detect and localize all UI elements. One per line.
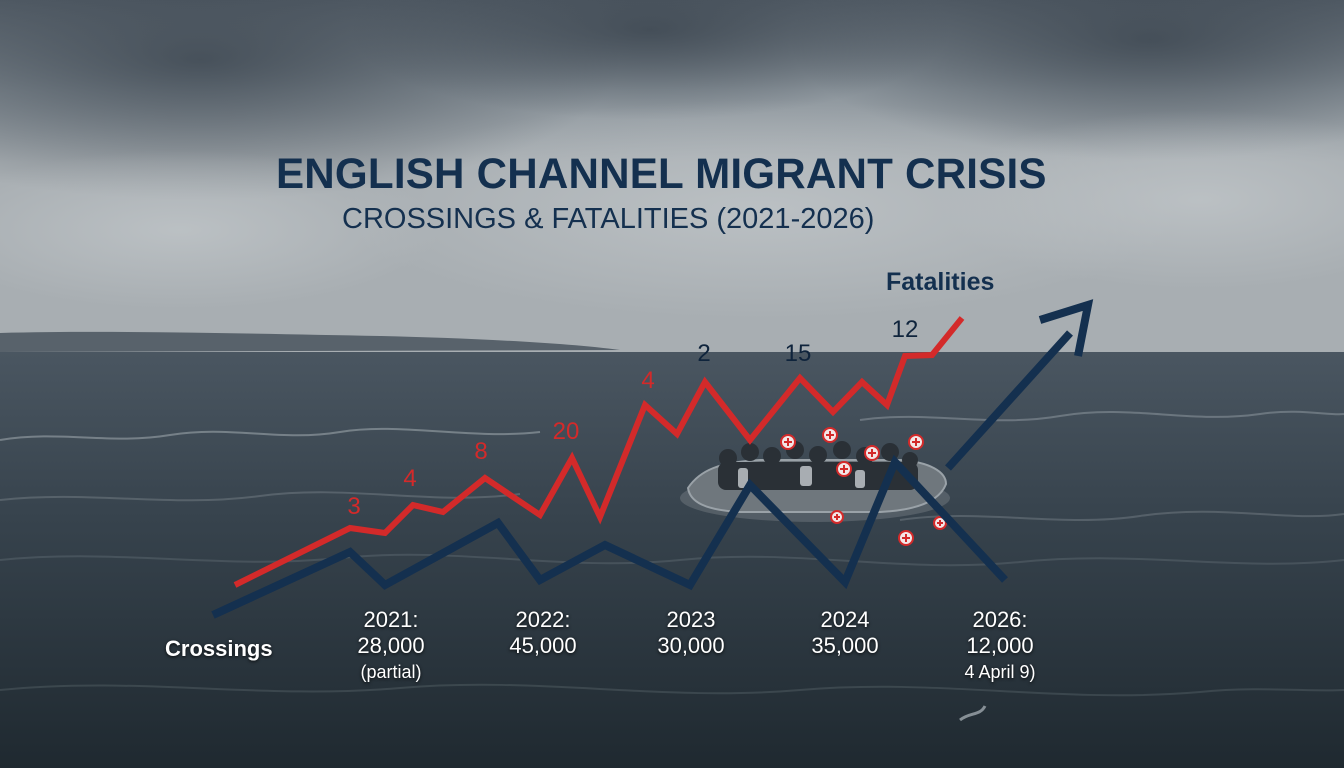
year-label-2021: 2021: 28,000 (partial)	[350, 607, 432, 685]
year-label-year: 2024	[820, 607, 870, 632]
sea-background	[0, 352, 1344, 768]
fatality-data-label: 4	[403, 465, 417, 492]
crossings-series-label: Crossings	[165, 636, 273, 661]
fatality-data-label: 15	[784, 340, 812, 367]
year-label-2022: 2022: 45,000	[502, 607, 584, 659]
year-label-value: 45,000	[509, 633, 577, 658]
year-label-year: 2021:	[363, 607, 419, 632]
year-label-value: 35,000	[811, 633, 879, 658]
year-label-year: 2026:	[972, 607, 1028, 632]
year-label-2026: 2026: 12,000 4 April 9)	[950, 607, 1050, 685]
fatality-data-label: 4	[641, 367, 655, 394]
fatalities-series-label: Fatalities	[886, 268, 995, 296]
warning-markers	[780, 427, 947, 546]
crossings-arrow-head	[1038, 299, 1094, 357]
fatality-data-label: 3	[347, 493, 361, 520]
year-label-value: 30,000	[657, 633, 725, 658]
year-label-2024: 2024 35,000	[804, 607, 886, 659]
year-label-year: 2022:	[515, 607, 571, 632]
year-label-note: 4 April 9)	[964, 662, 1036, 682]
fatality-data-label: 2	[697, 340, 711, 367]
distant-coastline	[0, 331, 620, 352]
sky-background	[0, 0, 1344, 360]
crossings-trend-arrow	[945, 330, 1073, 471]
fatalities-series	[233, 316, 965, 588]
year-label-note: (partial)	[360, 662, 422, 682]
year-label-year: 2023	[666, 607, 716, 632]
chart-title: ENGLISH CHANNEL MIGRANT CRISIS	[276, 150, 1047, 198]
crossings-series	[211, 299, 1094, 619]
crossings-line	[211, 454, 1008, 619]
fatality-data-label: 12	[891, 316, 919, 343]
fatality-data-label: 8	[474, 438, 488, 465]
chart-subtitle: CROSSINGS & FATALITIES (2021-2026)	[342, 203, 875, 235]
year-label-2023: 2023 30,000	[650, 607, 732, 659]
fatality-data-label: 20	[552, 418, 580, 445]
fatalities-line	[233, 316, 965, 588]
year-label-value: 28,000	[357, 633, 425, 658]
year-label-value: 12,000	[966, 633, 1034, 658]
